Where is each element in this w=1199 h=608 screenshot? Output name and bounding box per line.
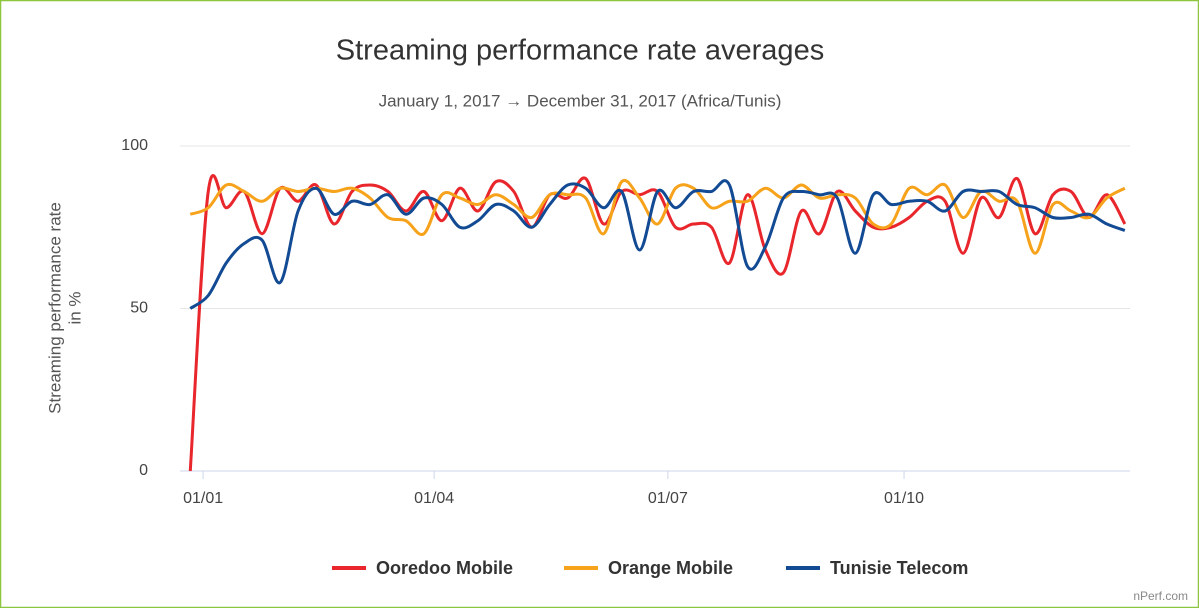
legend-label: Tunisie Telecom [830,558,968,578]
source: nPerf.com [1133,589,1188,603]
series-line [189,178,1126,255]
y-axis-title-line: Streaming performance rate [45,202,64,414]
x-tick-label: 01/07 [648,490,688,507]
y-tick-label: 0 [139,462,148,479]
legend-label: Orange Mobile [608,558,733,578]
y-tick-label: 100 [121,137,148,154]
series-line [189,179,1126,310]
y-axis-title-line: in % [65,291,84,324]
y-axis-title: Streaming performance rate in % [45,202,84,414]
legend-item: Orange Mobile [564,558,733,578]
legend-label: Ooredoo Mobile [376,558,513,578]
x-tick-label: 01/10 [884,490,924,507]
x-tick-label: 01/04 [414,490,454,507]
x-tick-label: 01/01 [183,490,223,507]
legend: Ooredoo Mobile Orange Mobile Tunisie Telec… [332,558,968,578]
y-tick-label: 50 [130,300,148,317]
chart-subtitle: January 1, 2017 → December 31, 2017 (Afr… [379,91,782,110]
series-line [188,173,1127,472]
legend-item: Ooredoo Mobile [332,558,513,578]
chart-title: Streaming performance rate averages [336,35,824,67]
legend-item: Tunisie Telecom [786,558,968,578]
